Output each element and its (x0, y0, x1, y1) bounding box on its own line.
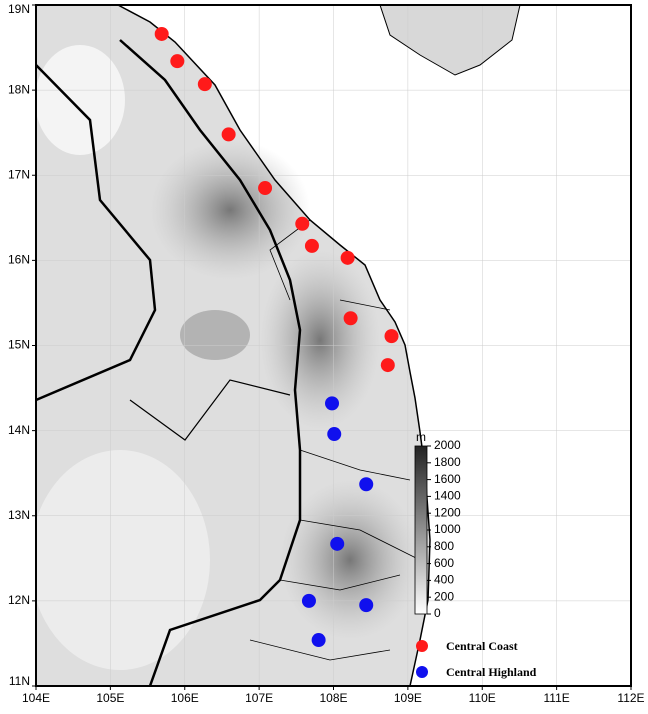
x-tick-label: 107E (245, 691, 273, 705)
colorbar-tick-label: 200 (434, 589, 454, 603)
x-tick-label: 111E (544, 691, 570, 705)
points (154, 26, 399, 648)
x-tick-label: 109E (394, 691, 422, 705)
station (343, 311, 358, 326)
x-tick-label: 108E (319, 691, 347, 705)
colorbar-tick-label: 1800 (434, 455, 461, 469)
colorbar-tick-label: 800 (434, 539, 454, 553)
station (325, 396, 340, 411)
x-tick-label: 110E (469, 691, 496, 705)
station (359, 598, 374, 613)
legend: Central Coast Central Highland (416, 639, 537, 679)
colorbar-bar (414, 445, 428, 615)
legend-label: Central Highland (446, 665, 537, 679)
legend-marker (416, 640, 428, 652)
y-tick-label: 12N (8, 593, 30, 607)
x-tick-label: 106E (171, 691, 199, 705)
y-tick-label: 15N (8, 338, 30, 352)
colorbar-tick-label: 400 (434, 573, 454, 587)
station (380, 358, 395, 373)
y-tick-label: 11N (9, 674, 30, 688)
x-tick-label: 105E (96, 691, 124, 705)
station (154, 26, 169, 41)
colorbar-tick-label: 1600 (434, 472, 461, 486)
station (359, 477, 374, 492)
station (301, 593, 316, 608)
legend-label: Central Coast (446, 639, 518, 653)
station (221, 127, 236, 142)
station (311, 633, 326, 648)
station (295, 216, 310, 231)
station (384, 329, 399, 344)
station (304, 238, 319, 253)
borders (35, 4, 521, 687)
y-tick-label: 14N (8, 423, 30, 437)
y-tick-label: 13N (8, 508, 30, 522)
station (170, 54, 185, 69)
y-tick-label: 19N (8, 2, 30, 16)
x-tick-label: 112E (617, 691, 644, 705)
colorbar-tick-label: 1200 (434, 505, 461, 519)
station (330, 536, 345, 551)
station (340, 250, 355, 265)
station (258, 181, 273, 196)
axes: 104E 105E 106E 107E 108E 109E 110E 111E 112E 11N 1… (8, 2, 645, 705)
station (197, 77, 212, 92)
colorbar-tick-label: 1400 (434, 489, 461, 503)
legend-marker (416, 666, 428, 678)
colorbar-tick-label: 0 (434, 606, 441, 620)
colorbar: m 0 200 400 600 800 1000 1200 1400 1600 1800 2000 (414, 430, 461, 620)
colorbar-tick-label: 600 (434, 556, 454, 570)
colorbar-tick-label: 1000 (434, 522, 461, 536)
y-tick-label: 17N (8, 167, 30, 181)
y-tick-label: 18N (8, 82, 30, 96)
colorbar-label: m (416, 430, 426, 444)
x-tick-label: 104E (22, 691, 50, 705)
colorbar-tick-label: 2000 (434, 438, 461, 452)
station (327, 427, 342, 442)
y-tick-label: 16N (8, 253, 30, 267)
